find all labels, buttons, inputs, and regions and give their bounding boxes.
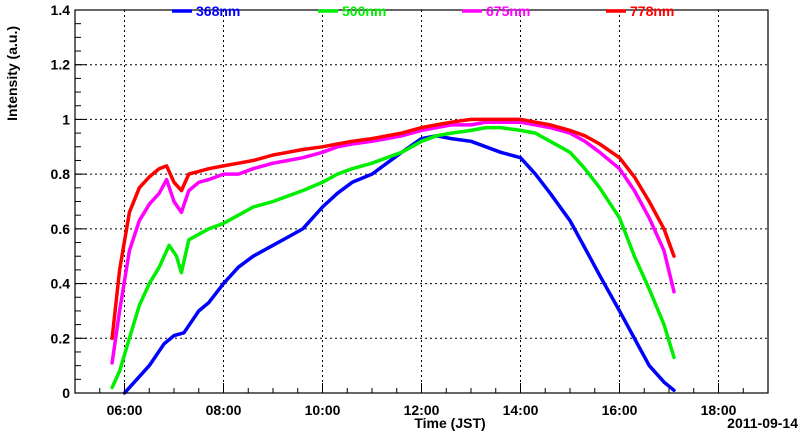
axis-ticks: 06:00 08:00 10:00 12:00 14:00 16:00 18:00 0 0.2 0… bbox=[51, 2, 769, 418]
y-tick-label: 1.4 bbox=[51, 2, 71, 18]
x-tick-label: 14:00 bbox=[503, 402, 539, 418]
y-tick-label: 0.8 bbox=[51, 166, 71, 182]
series-line-778nm bbox=[110, 117, 676, 341]
y-axis-title: Intensity (a.u.) bbox=[4, 26, 20, 121]
legend-label-500nm: 500nm bbox=[342, 3, 386, 19]
legend-label-368nm: 368nm bbox=[196, 3, 240, 19]
y-tick-label: 1.2 bbox=[51, 57, 71, 73]
series-line-675nm bbox=[110, 120, 676, 365]
x-tick-label: 12:00 bbox=[404, 402, 440, 418]
y-tick-label: 0.4 bbox=[51, 276, 71, 292]
legend-label-675nm: 675nm bbox=[486, 3, 530, 19]
x-tick-label: 10:00 bbox=[305, 402, 341, 418]
y-tick-label: 1 bbox=[62, 111, 70, 127]
legend: 368nm 500nm 675nm 778nm bbox=[172, 3, 674, 19]
x-tick-label: 06:00 bbox=[107, 402, 143, 418]
x-tick-label: 16:00 bbox=[602, 402, 638, 418]
y-tick-label: 0 bbox=[62, 385, 70, 401]
y-tick-label: 0.2 bbox=[51, 330, 71, 346]
x-axis-title: Time (JST) bbox=[414, 415, 485, 431]
series-line-368nm bbox=[122, 134, 676, 395]
legend-label-778nm: 778nm bbox=[630, 3, 674, 19]
series-line-500nm bbox=[110, 125, 676, 390]
grid bbox=[75, 10, 768, 393]
date-label: 2011-09-14 bbox=[727, 415, 798, 431]
x-tick-label: 08:00 bbox=[206, 402, 242, 418]
x-tick-label: 18:00 bbox=[701, 402, 737, 418]
series-layer bbox=[110, 117, 676, 395]
y-tick-label: 0.6 bbox=[51, 221, 71, 237]
